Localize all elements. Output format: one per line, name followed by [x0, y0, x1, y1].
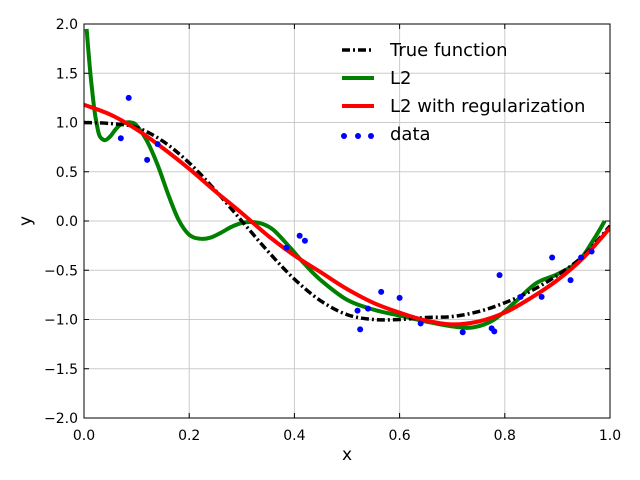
data-point [567, 277, 574, 284]
data-point [549, 254, 556, 261]
series-line-l2 [84, 28, 607, 330]
data-point [538, 293, 545, 300]
y-tick-label: 2.0 [56, 17, 78, 33]
data-point [125, 94, 132, 101]
y-tick-label: 1.0 [56, 116, 78, 132]
legend-item: True function [342, 40, 507, 61]
data-point [365, 305, 372, 312]
y-tick-label: −1.0 [44, 313, 78, 329]
ticks: 0.0 0.2 0.4 0.6 0.8 1.0 2.0 1.5 1.0 0.5 0.0 −0.5 −1.… [44, 17, 621, 444]
y-tick-label: −0.5 [44, 263, 78, 279]
legend-marker [341, 133, 347, 139]
x-tick-label: 0.0 [73, 428, 95, 444]
x-tick-label: 0.8 [494, 428, 516, 444]
data-point [378, 288, 385, 295]
data-point [417, 320, 424, 327]
data-point [154, 141, 161, 148]
data-point [496, 272, 503, 279]
x-tick-label: 0.4 [283, 428, 305, 444]
data-point [283, 244, 290, 251]
series-layer [84, 28, 610, 336]
data-point [588, 248, 595, 255]
legend-marker [355, 133, 361, 139]
legend-marker [368, 133, 374, 139]
legend-label: data [390, 124, 431, 145]
y-tick-label: −2.0 [44, 411, 78, 427]
x-axis-label: x [342, 445, 352, 465]
legend-item: data [341, 124, 431, 145]
legend-item: L2 [342, 68, 411, 89]
data-point [117, 135, 124, 142]
data-point [296, 232, 303, 239]
legend-label: L2 with regularization [390, 96, 585, 117]
data-point [354, 307, 361, 314]
legend: True function L2 L2 with regularization dat… [341, 40, 585, 145]
series-line-true-function [84, 120, 610, 322]
x-tick-label: 0.6 [388, 428, 410, 444]
y-tick-label: −1.5 [44, 362, 78, 378]
y-axis-label: y [16, 216, 36, 226]
y-tick-label: 0.0 [56, 214, 78, 230]
data-point [491, 328, 498, 335]
series-line-l2-with-regularization [84, 102, 610, 327]
data-point [517, 293, 524, 300]
data-point [301, 237, 308, 244]
legend-item: L2 with regularization [342, 96, 585, 117]
data-point [357, 326, 364, 333]
legend-label: True function [389, 40, 507, 61]
series-group [84, 28, 610, 336]
data-point [459, 329, 466, 336]
data-point [144, 156, 151, 163]
legend-label: L2 [390, 68, 411, 89]
y-tick-label: 0.5 [56, 165, 78, 181]
y-tick-label: 1.5 [56, 66, 78, 82]
data-point [578, 254, 585, 261]
x-tick-label: 0.2 [178, 428, 200, 444]
data-point [396, 294, 403, 301]
x-tick-label: 1.0 [599, 428, 621, 444]
